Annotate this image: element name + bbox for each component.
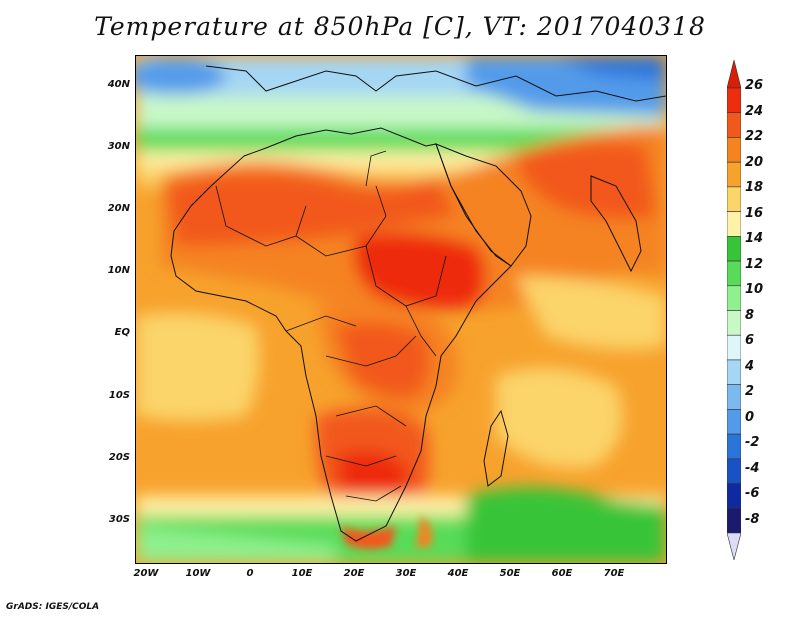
colorbar-label-minus4: -4	[745, 461, 760, 476]
colorbar-block	[727, 186, 741, 212]
lat-label-40n: 40N	[107, 79, 130, 90]
colorbar-label-26: 26	[745, 78, 764, 93]
colorbar-block	[727, 409, 741, 435]
lat-label-20n: 20N	[107, 203, 130, 214]
colorbar-label-minus6: -6	[745, 486, 760, 501]
lon-label-50e: 50E	[499, 568, 521, 579]
colorbar-label-2: 2	[745, 384, 755, 399]
colorbar-label-18: 18	[745, 180, 764, 195]
madagascar-coastline	[483, 409, 509, 487]
colorbar	[727, 60, 741, 560]
colorbar-block	[727, 112, 741, 138]
lat-label-30n: 30N	[107, 141, 130, 152]
lat-label-20s: 20S	[108, 452, 130, 463]
colorbar-block	[727, 334, 741, 361]
colorbar-block	[727, 310, 741, 336]
lon-label-10e: 10E	[291, 568, 313, 579]
colorbar-blocks	[727, 87, 741, 534]
colorbar-label-14: 14	[745, 231, 764, 246]
africa-coastline	[170, 127, 512, 542]
europe-coastline	[205, 65, 666, 102]
india-coastline	[590, 175, 642, 273]
field-detail	[341, 516, 433, 550]
colorbar-block	[727, 359, 741, 385]
colorbar-block	[727, 236, 741, 262]
lat-label-eq: EQ	[114, 327, 130, 338]
colorbar-bottom-arrow	[727, 532, 741, 560]
colorbar-block	[727, 458, 741, 484]
field-shading	[136, 56, 666, 563]
colorbar-block	[727, 433, 741, 460]
lon-label-20w: 20W	[133, 568, 159, 579]
colorbar-label-20: 20	[745, 155, 764, 170]
colorbar-label-22: 22	[745, 129, 764, 144]
colorbar-block	[727, 507, 741, 534]
lon-label-70e: 70E	[603, 568, 625, 579]
colorbar-label-minus8: -8	[745, 512, 760, 527]
temperature-field	[136, 56, 666, 563]
colorbar-block	[727, 384, 741, 410]
colorbar-label-6: 6	[745, 333, 755, 348]
colorbar-block	[727, 161, 741, 188]
colorbar-block	[727, 285, 741, 311]
map-title: Temperature at 850hPa [C], VT: 201704031…	[94, 12, 706, 41]
country-borders	[215, 150, 447, 502]
colorbar-block	[727, 137, 741, 163]
colorbar-label-0: 0	[745, 410, 755, 425]
colorbar-label-minus2: -2	[745, 435, 760, 450]
colorbar-block	[727, 260, 741, 287]
grads-credit: GrADS: IGES/COLA	[6, 602, 100, 612]
colorbar-block	[727, 483, 741, 509]
colorbar-label-4: 4	[745, 359, 755, 374]
colorbar-label-24: 24	[745, 104, 764, 119]
colorbar-label-8: 8	[745, 308, 755, 323]
lon-label-30e: 30E	[395, 568, 417, 579]
lon-label-60e: 60E	[551, 568, 573, 579]
colorbar-label-16: 16	[745, 206, 764, 221]
lon-label-40e: 40E	[447, 568, 469, 579]
lon-label-20e: 20E	[343, 568, 365, 579]
lon-label-10w: 10W	[185, 568, 211, 579]
lat-label-10n: 10N	[107, 265, 130, 276]
temperature-map	[135, 55, 667, 564]
colorbar-block	[727, 211, 741, 237]
lat-label-30s: 30S	[108, 514, 130, 525]
colorbar-top-arrow	[727, 60, 741, 89]
lon-label-0: 0	[246, 568, 254, 579]
colorbar-label-10: 10	[745, 282, 764, 297]
colorbar-label-12: 12	[745, 257, 764, 272]
lat-label-10s: 10S	[108, 390, 130, 401]
arabia-coastline	[435, 143, 532, 267]
colorbar-block	[727, 87, 741, 114]
